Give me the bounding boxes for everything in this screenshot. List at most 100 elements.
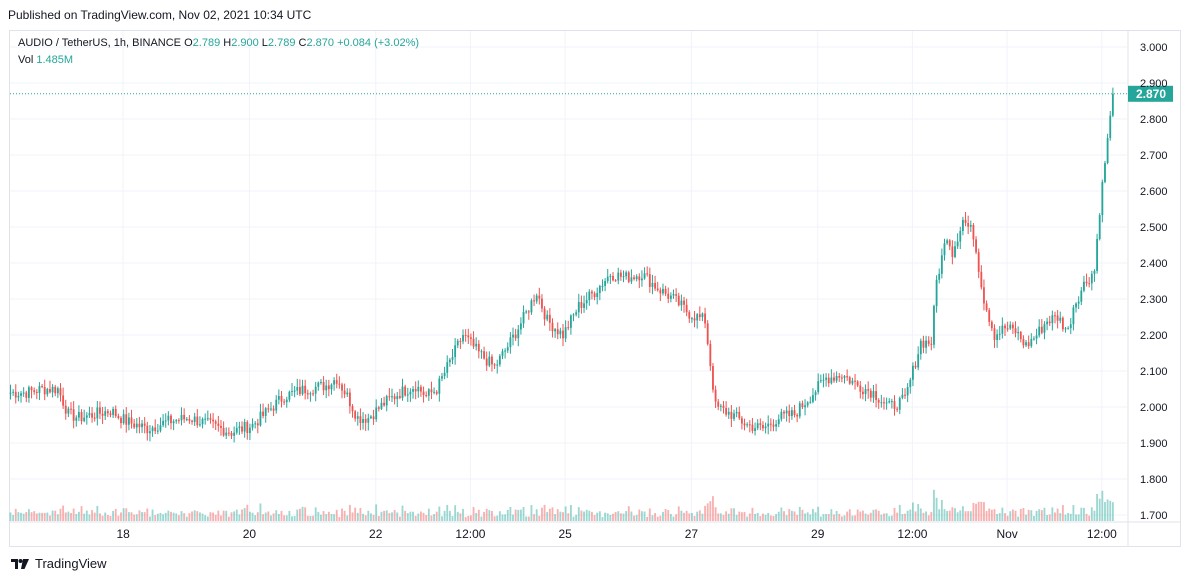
candle-body (314, 386, 317, 394)
volume-bar (149, 516, 151, 521)
volume-bar (985, 510, 988, 521)
candle-body (775, 424, 778, 427)
volume-bar (501, 514, 504, 521)
volume-bar (80, 506, 83, 521)
volume-bar (222, 510, 225, 521)
candle-body (291, 391, 293, 393)
volume-bar (535, 509, 538, 521)
candle-body (1096, 238, 1099, 271)
candle-body (343, 390, 346, 395)
candle-body (956, 241, 959, 247)
volume-bar (972, 502, 975, 521)
candle-body (569, 315, 572, 328)
candle-body (14, 391, 17, 398)
volume-bar (709, 501, 712, 521)
volume-bar (248, 511, 251, 521)
volume-bar (830, 509, 833, 521)
volume-bar (75, 514, 78, 521)
volume-bar (633, 515, 635, 521)
volume-bar (62, 505, 65, 521)
candle-body (562, 330, 564, 339)
volume-bar (562, 512, 564, 521)
volume-bar (743, 511, 746, 521)
candle-body (120, 417, 122, 424)
candle-body (1056, 315, 1059, 321)
candle-body (17, 395, 20, 398)
volume-bar (685, 510, 688, 521)
volume-bar (801, 509, 804, 521)
candle-body (585, 300, 588, 304)
volume-bar (133, 514, 136, 521)
volume-bar (217, 510, 220, 521)
volume-bar (577, 507, 580, 521)
volume-bar (235, 509, 238, 521)
candle-body (288, 391, 291, 400)
volume-bar (509, 507, 512, 521)
volume-bar (285, 515, 288, 521)
volume-bar (375, 504, 378, 521)
volume-bar (833, 514, 835, 521)
volume-bar (498, 511, 501, 521)
candle-body (370, 416, 372, 419)
candle-body (469, 337, 472, 339)
volume-bar (275, 510, 278, 521)
volume-bar (22, 513, 25, 521)
volume-bar (777, 511, 780, 521)
volume-bar (862, 510, 864, 521)
volume-bar (822, 514, 825, 521)
candles (9, 87, 1114, 443)
volume-bar (127, 512, 130, 521)
candle-body (675, 294, 678, 296)
candle-body (672, 294, 675, 296)
candle-body (701, 313, 704, 318)
candle-body (233, 432, 236, 436)
candle-body (248, 427, 251, 434)
candle-body (680, 300, 683, 306)
candle-body (1085, 281, 1088, 284)
volume-bar (488, 510, 491, 521)
volume-bar (1025, 514, 1027, 521)
close-value: 2.870 (306, 37, 334, 49)
candle-body (1001, 325, 1004, 334)
candle-body (1038, 326, 1041, 336)
candle-body (1040, 326, 1043, 333)
candle-body (338, 383, 341, 385)
candle-body (477, 343, 480, 352)
volume-bar (567, 513, 570, 521)
candle-body (501, 351, 504, 356)
volume-bar (575, 514, 578, 521)
candle-body (717, 401, 720, 407)
volume-bar (554, 514, 557, 521)
volume-bar (9, 512, 12, 521)
candle-body (575, 312, 578, 315)
candle-body (583, 303, 585, 308)
candle-body (793, 410, 796, 415)
volume-bar (780, 507, 783, 521)
y-tick-label: 2.800 (1140, 114, 1168, 126)
candle-body (64, 405, 67, 414)
candle-body (443, 372, 446, 377)
candle-body (127, 417, 130, 425)
candle-body (141, 423, 143, 428)
volume-bar (1080, 507, 1083, 521)
volume-bar (1067, 513, 1070, 521)
candle-body (446, 362, 449, 373)
volume-bar (751, 507, 754, 521)
candle-body (612, 275, 614, 281)
volume-bar (227, 516, 230, 521)
candle-body (167, 415, 170, 421)
candle-body (625, 272, 628, 277)
volume-bar (259, 503, 262, 521)
candle-body (106, 411, 109, 414)
volume-bar (990, 509, 993, 521)
candle-body (556, 329, 559, 335)
candle-body (220, 425, 222, 428)
candle-body (1019, 331, 1022, 340)
volume-bar (401, 505, 404, 521)
volume-bar (1009, 511, 1012, 521)
footer: TradingView (10, 556, 107, 571)
candle-body (633, 277, 635, 280)
chart-frame[interactable] (9, 30, 1181, 547)
candle-body (151, 427, 154, 432)
